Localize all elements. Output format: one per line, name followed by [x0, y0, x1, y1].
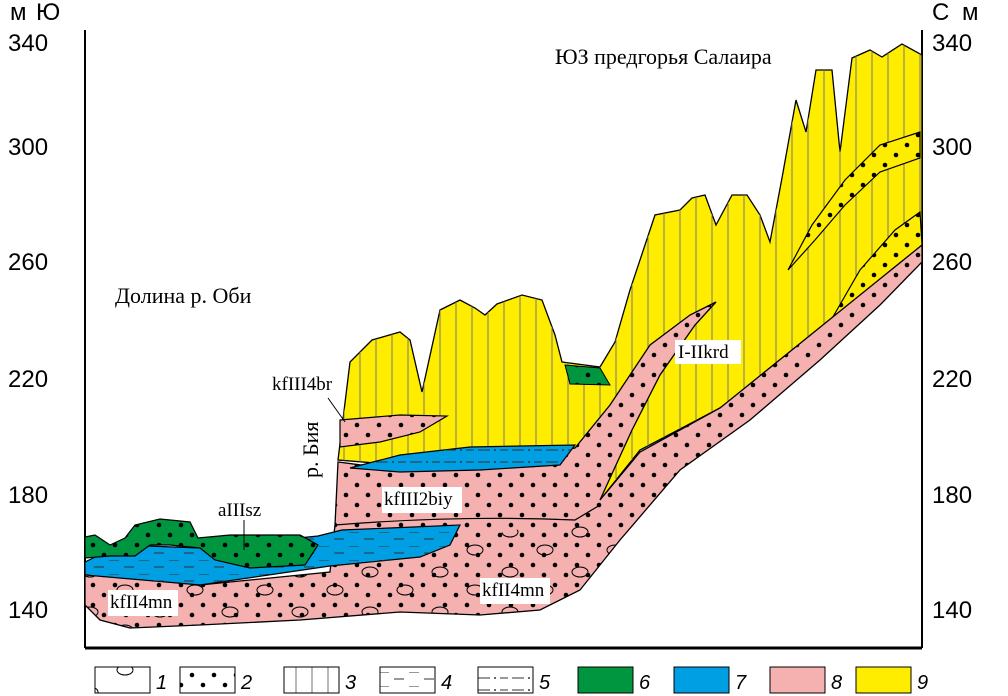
- svg-text:260: 260: [932, 249, 972, 276]
- svg-text:6: 6: [639, 672, 651, 694]
- left-unit: м: [10, 0, 27, 26]
- legend-item-4: 4: [379, 666, 452, 694]
- svg-text:1: 1: [156, 672, 167, 694]
- svg-text:300: 300: [932, 134, 972, 161]
- svg-text:3: 3: [345, 672, 356, 694]
- svg-text:140: 140: [8, 597, 48, 624]
- legend-item-5: 5: [477, 666, 551, 694]
- svg-text:260: 260: [8, 249, 48, 276]
- svg-text:4: 4: [441, 672, 452, 694]
- svg-text:340: 340: [932, 30, 972, 57]
- right-axis: С м 340 300 260 220 180 140: [932, 0, 979, 624]
- left-axis: м Ю 340 300 260 220 180 140: [8, 0, 60, 624]
- label-krd: I-IIkrd: [678, 342, 729, 363]
- legend-item-6: 6: [577, 666, 651, 694]
- svg-text:140: 140: [932, 597, 972, 624]
- svg-text:2: 2: [240, 672, 252, 694]
- legend: 1 2 3 4 5 6 7 8 9: [94, 666, 928, 694]
- label-biya-river: р. Бия: [298, 421, 323, 478]
- svg-text:8: 8: [831, 672, 842, 694]
- legend-item-7: 7: [673, 666, 747, 694]
- svg-text:220: 220: [8, 366, 48, 393]
- svg-text:220: 220: [932, 366, 972, 393]
- label-salair: ЮЗ предгорья Салаира: [555, 44, 772, 69]
- legend-item-1: 1: [94, 666, 167, 694]
- left-direction: Ю: [36, 0, 60, 26]
- layer-sz-green: [84, 518, 319, 569]
- legend-item-8: 8: [769, 666, 842, 694]
- layer-krd-yellow: [337, 43, 923, 502]
- label-mn-left: kfII4mn: [110, 592, 173, 613]
- label-mn-right: kfII4mn: [482, 580, 545, 601]
- svg-text:9: 9: [917, 672, 928, 694]
- label-biy: kfIII2biy: [384, 489, 453, 510]
- svg-text:180: 180: [932, 482, 972, 509]
- svg-text:5: 5: [539, 672, 551, 694]
- label-sz: aIIIsz: [218, 500, 261, 521]
- right-unit: м: [962, 0, 979, 26]
- legend-item-9: 9: [855, 666, 928, 694]
- svg-text:180: 180: [8, 482, 48, 509]
- svg-text:300: 300: [8, 134, 48, 161]
- label-ob-valley: Долина р. Оби: [115, 283, 252, 308]
- right-direction: С: [932, 0, 949, 26]
- label-br: kfIII4br: [272, 374, 333, 395]
- svg-text:7: 7: [735, 672, 747, 694]
- svg-text:340: 340: [8, 30, 48, 57]
- legend-item-3: 3: [283, 666, 356, 694]
- legend-item-2: 2: [179, 666, 252, 694]
